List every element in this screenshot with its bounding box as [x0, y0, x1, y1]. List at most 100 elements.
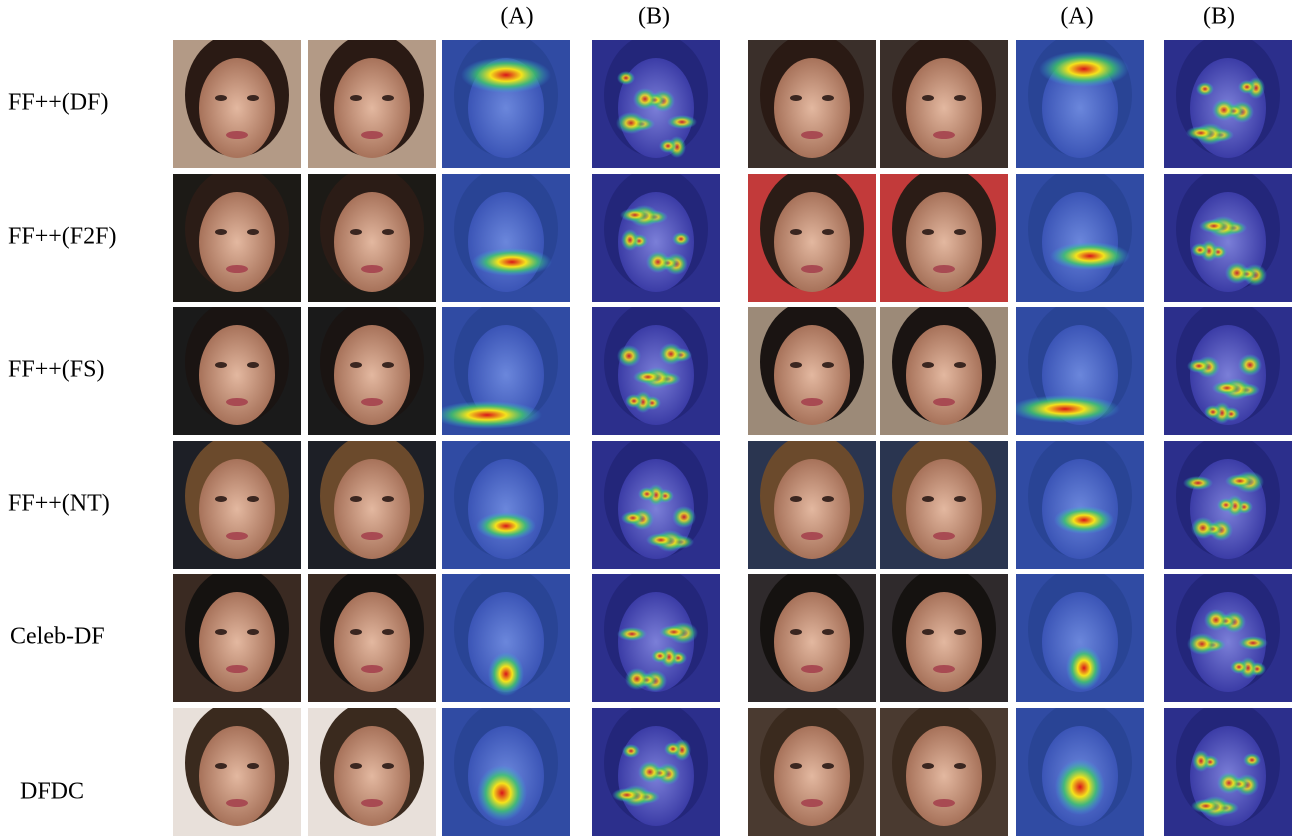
eye [247, 763, 259, 769]
mouth [226, 665, 248, 673]
mouth [933, 532, 955, 540]
heat-blob [432, 401, 542, 429]
mouth [226, 265, 248, 273]
eye [215, 362, 227, 368]
face [334, 459, 410, 559]
mouth [801, 665, 823, 673]
heat-blob [1225, 262, 1249, 284]
heat-blob [1238, 636, 1268, 650]
heat-blob [646, 251, 670, 273]
heat-blob [664, 742, 682, 756]
eye [790, 362, 802, 368]
eye [922, 763, 934, 769]
tile-content [1164, 167, 1292, 302]
heat-blob [1183, 476, 1213, 490]
image-tile [748, 701, 876, 836]
tile-content [748, 701, 876, 836]
mouth [801, 532, 823, 540]
face [334, 192, 410, 292]
page: {"column_headers": ["(A)", "(B)", "(A)",… [0, 0, 1296, 837]
face [774, 192, 850, 292]
image-tile [1164, 434, 1292, 569]
face [774, 726, 850, 826]
tile-content [880, 167, 1008, 302]
mouth [933, 265, 955, 273]
image-tile [308, 300, 436, 435]
heat-blob [633, 88, 657, 110]
heat-blob [659, 625, 689, 639]
image-tile [592, 701, 720, 836]
image-tile [442, 33, 570, 168]
mouth [361, 665, 383, 673]
column-header: (A) [1060, 4, 1093, 30]
tile-content [442, 567, 570, 702]
eye [247, 629, 259, 635]
eye [822, 95, 834, 101]
tile-content [1016, 701, 1144, 836]
heat-blob [1217, 772, 1241, 794]
eye [350, 229, 362, 235]
heat-wash [442, 441, 570, 569]
face [906, 459, 982, 559]
heat-blob [621, 229, 639, 251]
image-tile [173, 567, 301, 702]
image-tile [173, 33, 301, 168]
face [774, 325, 850, 425]
heat-blob [667, 115, 697, 129]
image-tile [748, 33, 876, 168]
heat-blob [1196, 82, 1214, 96]
face [906, 726, 982, 826]
face [199, 459, 275, 559]
heat-blob [1010, 395, 1120, 423]
image-tile [1010, 300, 1144, 435]
image-tile [880, 434, 1008, 569]
tile-content [592, 167, 720, 302]
tile-content [308, 701, 436, 836]
eye [215, 95, 227, 101]
row-label: FF++(F2F) [8, 224, 116, 250]
tile-content [880, 33, 1008, 168]
tile-content [748, 567, 876, 702]
tile-content [432, 300, 570, 435]
heat-blob [1039, 51, 1129, 87]
image-tile [880, 300, 1008, 435]
heat-wash [442, 174, 570, 302]
tile-content [442, 167, 570, 302]
image-tile [432, 300, 570, 435]
face [906, 58, 982, 158]
mouth [361, 398, 383, 406]
tile-content [308, 567, 436, 702]
image-tile [748, 300, 876, 435]
image-tile [592, 33, 720, 168]
heat-blob [477, 765, 527, 821]
column-header: (A) [500, 4, 533, 30]
eye [922, 229, 934, 235]
row-label: Celeb-DF [10, 624, 105, 650]
eye [954, 763, 966, 769]
tile-content [308, 434, 436, 569]
mouth [226, 532, 248, 540]
mouth [226, 799, 248, 807]
face [199, 58, 275, 158]
tile-content [880, 701, 1008, 836]
heat-blob [617, 71, 635, 85]
tile-content [173, 701, 301, 836]
heat-blob [622, 744, 640, 758]
eye [382, 95, 394, 101]
row-label: FF++(FS) [8, 357, 104, 383]
tile-content [748, 167, 876, 302]
image-tile [1016, 167, 1144, 302]
heat-blob [638, 761, 662, 783]
eye [822, 629, 834, 635]
eye [922, 496, 934, 502]
eye [215, 496, 227, 502]
image-tile [173, 701, 301, 836]
image-tile [748, 434, 876, 569]
face [334, 726, 410, 826]
image-tile [1016, 33, 1144, 168]
face [199, 192, 275, 292]
heat-blob [621, 511, 645, 525]
heat-blob [1225, 474, 1255, 488]
heat-blob [488, 652, 524, 696]
eye [350, 629, 362, 635]
